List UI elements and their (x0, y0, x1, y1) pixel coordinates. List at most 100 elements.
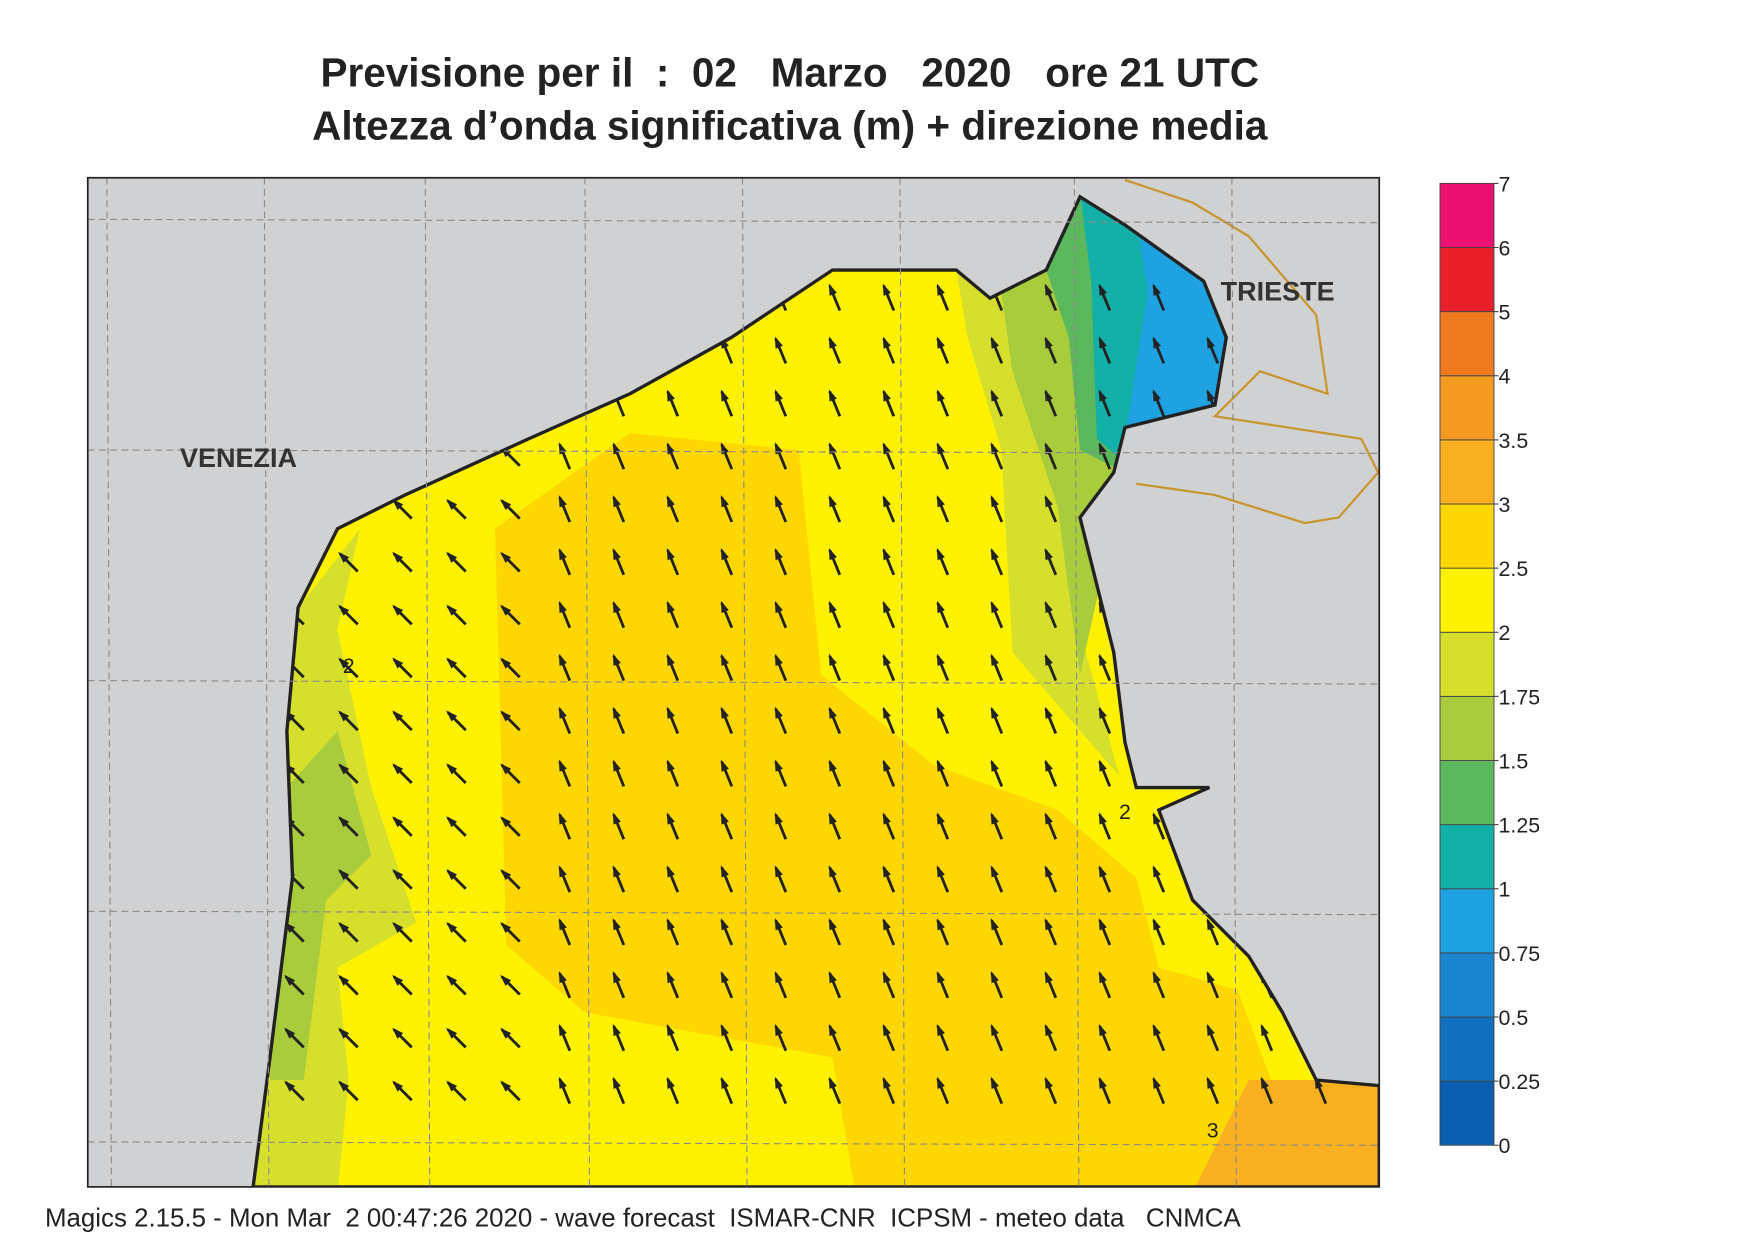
arrow (338, 551, 359, 573)
arrow-head (774, 1023, 783, 1037)
arrow-head (1044, 389, 1053, 402)
arrow-head (446, 763, 458, 775)
arrow-head (1098, 442, 1107, 455)
arrow (446, 1080, 467, 1102)
arrow (774, 1076, 788, 1105)
arrow (882, 389, 896, 417)
arrow-head (284, 974, 296, 986)
arrow-head (666, 865, 675, 878)
arrow (990, 812, 1004, 840)
arrow (774, 600, 788, 629)
arrow (720, 1023, 734, 1052)
arrow-head (1152, 389, 1161, 402)
arrow (720, 706, 734, 735)
arrow (612, 495, 626, 523)
arrow-head (392, 1080, 404, 1092)
band-3-3.5 (1192, 1080, 1380, 1187)
colorbar-band (1439, 311, 1495, 377)
arrow (392, 869, 413, 890)
place-label: TRIESTE (1221, 276, 1335, 306)
arrow (500, 551, 521, 573)
arrow (392, 763, 413, 784)
arrow (1260, 1076, 1274, 1105)
arrow (936, 865, 950, 893)
colorbar-tick-label: 3 (1499, 493, 1511, 517)
arrow-head (774, 918, 783, 931)
arrow-head (882, 283, 891, 296)
arrow-head (720, 759, 729, 772)
arrow-head (720, 600, 729, 614)
arrow (338, 604, 359, 626)
arrow-head (882, 548, 891, 561)
arrow (1152, 1023, 1166, 1052)
arrow-head (720, 389, 729, 402)
arrow-head (720, 812, 729, 825)
colorbar-band (1439, 760, 1495, 826)
arrow-head (990, 706, 999, 719)
arrow (1098, 918, 1112, 946)
arrow-head (1098, 1076, 1107, 1089)
arrow-head (1044, 706, 1053, 719)
arrow (1044, 706, 1058, 735)
arrow (558, 495, 572, 523)
arrow-head (828, 495, 837, 508)
arrow (558, 548, 572, 576)
arrow (666, 759, 680, 787)
arrow-head (1044, 495, 1053, 508)
map (87, 177, 1380, 1187)
colorbar-band (1439, 375, 1495, 441)
arrow (990, 495, 1004, 523)
colorbar-tick-label: 2 (1499, 621, 1511, 645)
arrow-head (392, 869, 404, 881)
colorbar-band (1439, 182, 1495, 248)
arrow-head (1098, 865, 1107, 878)
map-frame (86, 176, 1381, 1188)
arrow (936, 812, 950, 840)
arrow (1044, 600, 1058, 629)
arrow (936, 495, 950, 523)
arrow-head (612, 495, 621, 508)
arrow (936, 283, 950, 312)
colorbar-tick-label: 3.5 (1499, 429, 1529, 453)
arrow (284, 1027, 305, 1049)
arrow (828, 865, 842, 893)
arrow (774, 336, 788, 364)
arrow-head (446, 922, 458, 934)
arrow-head (1098, 706, 1107, 719)
arrow-head (558, 918, 567, 931)
arrow-head (446, 974, 458, 986)
arrow-head (446, 657, 458, 669)
arrow-head (1044, 548, 1053, 561)
arrow-head (1206, 389, 1215, 402)
arrow-head (612, 1023, 621, 1037)
arrow-head (1044, 918, 1053, 931)
arrow (882, 283, 896, 312)
arrow-head (558, 812, 567, 825)
arrow-head (612, 759, 621, 772)
arrow-head (558, 653, 567, 666)
arrow-head (446, 816, 458, 828)
arrow (1152, 283, 1166, 312)
arrow (990, 865, 1004, 893)
arrow (392, 657, 413, 679)
colorbar: 0 0.25 0.5 0.75 1 1.25 1.5 1.75 2 2.5 3 3.5 4 5 6 7 (1439, 172, 1540, 1158)
arrow (1206, 336, 1220, 364)
arrow (720, 653, 734, 682)
arrow-head (1152, 1023, 1161, 1037)
arrow-head (500, 1080, 512, 1092)
arrow-head (392, 922, 404, 934)
arrow-head (774, 653, 783, 666)
arrow-head (1152, 865, 1161, 878)
arrow-head (612, 1076, 621, 1089)
arrow (500, 604, 521, 626)
arrow-head (1206, 1023, 1215, 1037)
arrow-head (338, 816, 350, 828)
arrow-head (828, 706, 837, 719)
arrow (446, 499, 467, 520)
arrow-head (990, 336, 999, 349)
arrow (284, 974, 305, 996)
arrow-head (392, 816, 404, 828)
arrow-head (936, 865, 945, 878)
arrow (828, 971, 842, 999)
arrow-head (612, 600, 621, 614)
